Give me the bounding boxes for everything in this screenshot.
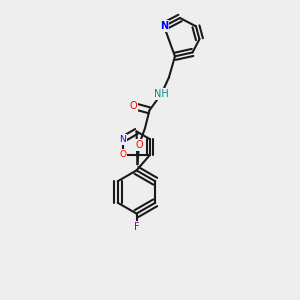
Text: O: O (129, 101, 137, 111)
Text: N: N (120, 135, 126, 144)
Text: F: F (134, 222, 139, 232)
Text: O: O (119, 150, 127, 159)
Text: NH: NH (154, 89, 169, 99)
Text: O: O (135, 140, 143, 150)
Text: N: N (160, 21, 168, 31)
